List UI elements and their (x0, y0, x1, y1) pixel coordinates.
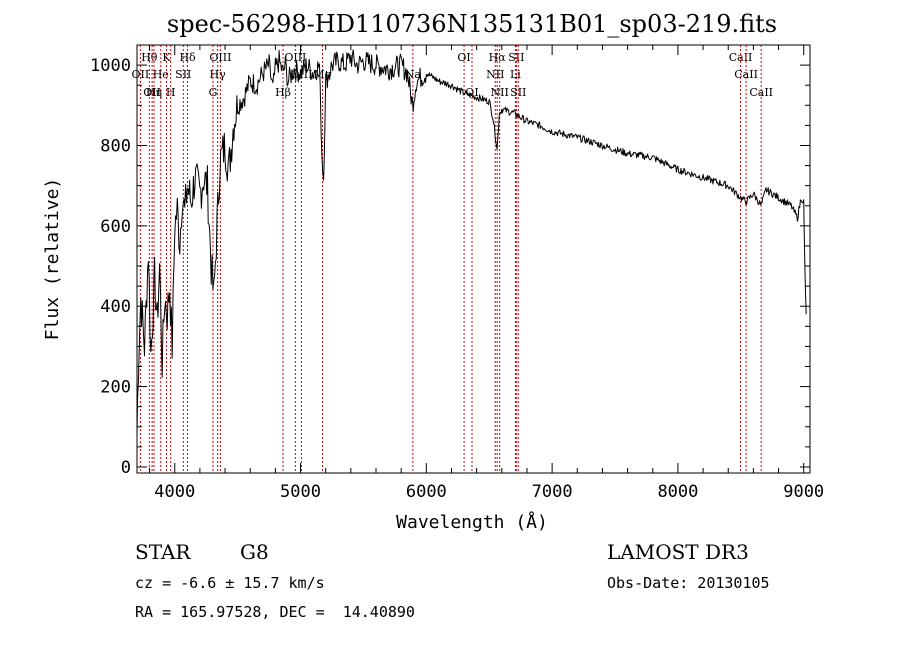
chart-title: spec-56298-HD110736N135131B01_sp03-219.f… (167, 10, 777, 38)
y-axis: 0 200 400 600 800 1000 (90, 56, 810, 478)
marker-label-9: OIII (209, 51, 231, 64)
x-tick-label-4: 8000 (657, 482, 698, 502)
marker-label-11: G (209, 86, 218, 99)
object-class: STAR (135, 540, 191, 564)
y-tick-label-2: 400 (100, 297, 131, 317)
ra-dec-text: RA = 165.97528, DEC = 14.40890 (135, 603, 415, 621)
spectrum-series (136, 49, 807, 436)
marker-label-6: H (166, 86, 176, 99)
marker-label-3: He (153, 68, 169, 81)
y-tick-label-5: 1000 (90, 56, 131, 76)
marker-label-19: Hα (489, 51, 507, 64)
y-tick-label-0: 0 (121, 458, 131, 478)
y-tick-label-4: 800 (100, 136, 131, 156)
marker-label-21: NII (491, 86, 509, 99)
x-axis: 4000 5000 6000 7000 8000 9000 (149, 45, 824, 502)
marker-label-16: Na (405, 68, 422, 81)
marker-label-23: Li (510, 68, 521, 81)
y-tick-label-1: 200 (100, 378, 131, 398)
y-axis-label: Flux (relative) (42, 178, 63, 341)
survey-name: LAMOST DR3 (607, 540, 749, 564)
x-tick-label-1: 5000 (280, 482, 321, 502)
x-tick-label-2: 6000 (406, 482, 447, 502)
object-subclass: G8 (240, 540, 269, 564)
x-tick-label-3: 7000 (532, 482, 573, 502)
x-tick-label-0: 4000 (154, 482, 195, 502)
marker-label-22: SII (508, 51, 524, 64)
marker-label-5: K (162, 51, 171, 64)
marker-label-26: CaII (734, 68, 758, 81)
marker-label-27: CaII (749, 86, 773, 99)
marker-label-20: NII (486, 68, 504, 81)
marker-label-25: CaII (729, 51, 753, 64)
x-tick-label-5: 9000 (783, 482, 824, 502)
marker-label-10: Hγ (210, 68, 227, 81)
plot-frame (136, 44, 811, 474)
spectrum-line (136, 49, 807, 436)
y-tick-label-3: 600 (100, 217, 131, 237)
marker-label-24: SII (510, 86, 526, 99)
marker-label-0: Hθ (141, 51, 158, 64)
marker-label-17: OI (457, 51, 470, 64)
marker-label-7: SII (175, 68, 191, 81)
redshift-text: cz = -6.6 ± 15.7 km/s (135, 574, 325, 592)
x-axis-label: Wavelength (Å) (396, 511, 548, 533)
marker-label-8: Hδ (179, 51, 196, 64)
marker-label-14: Hβ (275, 86, 291, 99)
marker-label-1: OII (132, 68, 150, 81)
marker-label-2: OII (143, 86, 161, 99)
marker-label-4: Hη (146, 86, 162, 99)
obs-date: Obs-Date: 20130105 (607, 574, 770, 592)
